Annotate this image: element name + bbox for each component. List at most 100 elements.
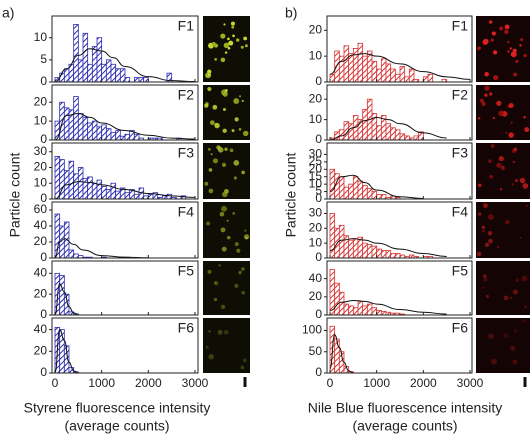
particle (241, 290, 246, 295)
particle (214, 281, 219, 286)
particle (207, 86, 212, 92)
particle (513, 329, 518, 333)
y-tick-label: 30 (309, 206, 323, 220)
bar (404, 76, 410, 83)
micrograph (203, 261, 250, 315)
y-tick-label: 20 (34, 94, 48, 108)
particle (525, 204, 528, 207)
particle (241, 99, 244, 103)
particle (513, 72, 518, 77)
particle (512, 289, 518, 295)
particle (214, 58, 217, 61)
y-axis-title: Particle count (7, 152, 23, 237)
particle (227, 46, 231, 50)
particle (524, 127, 530, 133)
particle (224, 147, 228, 151)
particle (477, 183, 482, 188)
x-tick-label: 1000 (363, 376, 390, 390)
bar (338, 55, 345, 83)
bar (394, 253, 401, 259)
particle (226, 235, 231, 240)
y-tick-label: 50 (309, 344, 323, 358)
particle (482, 203, 488, 209)
y-tick-label: 5 (315, 184, 322, 198)
bar (348, 239, 354, 259)
y-tick-label: 0 (40, 191, 47, 205)
particle (485, 242, 490, 247)
y-tick-label: 40 (34, 266, 48, 280)
bar (119, 68, 126, 83)
bar (357, 180, 364, 200)
y-axis-title: Particle count (283, 152, 299, 237)
y-tick-label: 20 (34, 286, 48, 300)
y-tick-label: 30 (309, 147, 323, 161)
particle (207, 269, 212, 274)
particle (238, 270, 242, 275)
particle (510, 345, 516, 352)
fit-curve (54, 329, 79, 374)
particle (503, 295, 509, 301)
bar (91, 46, 98, 83)
particle (208, 188, 214, 194)
bar (59, 275, 65, 316)
bar (138, 77, 145, 83)
bar (59, 72, 65, 83)
particle (490, 144, 495, 148)
particle (244, 44, 248, 48)
particle (204, 181, 209, 186)
particle (242, 130, 249, 137)
particle (496, 162, 502, 168)
particle (488, 214, 494, 220)
particle (493, 75, 499, 81)
particle (481, 229, 485, 233)
bar (362, 242, 368, 259)
particle (509, 296, 512, 299)
bar (133, 77, 140, 83)
y-tick-label: 0 (315, 250, 322, 264)
particle (515, 179, 518, 183)
particle (222, 191, 228, 198)
bar (101, 63, 107, 83)
bar (352, 176, 359, 200)
panel-label: a) (2, 5, 14, 21)
fit-curve (54, 48, 196, 83)
y-tick-label: 0 (315, 307, 322, 321)
particle (233, 176, 237, 180)
particle (238, 95, 242, 98)
bar (366, 188, 373, 200)
bar (87, 122, 93, 141)
fit-curve (329, 117, 447, 141)
bar (91, 182, 98, 200)
bar (362, 109, 368, 141)
fit-curve (54, 181, 196, 200)
x-tick-label: 2000 (135, 376, 162, 390)
particle (515, 278, 520, 283)
particle (482, 286, 485, 289)
subplot-label: F3 (452, 145, 469, 161)
x-axis-title: (average counts) (352, 418, 457, 434)
bar (96, 37, 103, 83)
plot-frame (51, 260, 199, 316)
x-axis-title: Nile Blue fluorescence intensity (308, 400, 503, 416)
particle (212, 158, 219, 164)
particle (209, 120, 215, 126)
fit-curve (329, 299, 447, 315)
particle (233, 160, 240, 166)
micrograph (476, 143, 530, 199)
particle (217, 329, 223, 335)
subplot-label: F6 (452, 320, 469, 336)
plot-frame (51, 201, 199, 259)
bar (59, 101, 65, 141)
particle (221, 205, 227, 212)
y-tick-label: 100 (302, 323, 322, 337)
y-tick-label: 0 (40, 365, 47, 379)
plot-frame (51, 15, 199, 83)
x-tick-label: 0 (327, 376, 334, 390)
particle (220, 227, 226, 233)
subplot-label: F4 (178, 204, 195, 220)
particle (227, 37, 230, 41)
bar (348, 183, 354, 200)
y-tick-label: 40 (34, 218, 48, 232)
particle (228, 40, 234, 46)
particle (231, 129, 235, 133)
